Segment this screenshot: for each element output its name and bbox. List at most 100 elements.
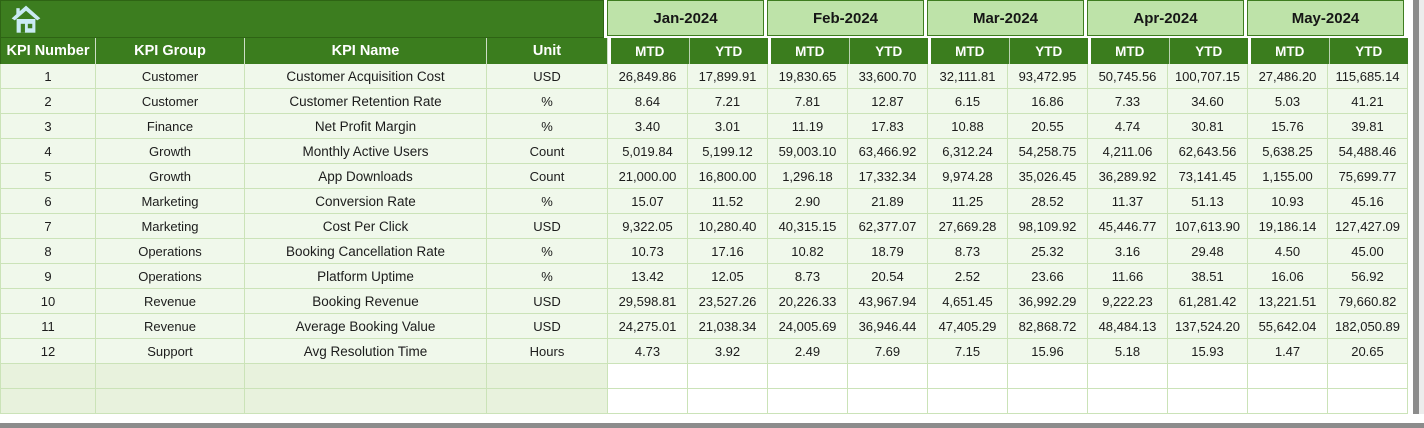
kpi-name-cell[interactable]: Booking Cancellation Rate	[245, 239, 487, 264]
empty-cell[interactable]	[1008, 389, 1088, 414]
value-cell-apr-mtd[interactable]: 5.18	[1088, 339, 1168, 364]
empty-cell[interactable]	[245, 389, 487, 414]
kpi-group-cell[interactable]: Customer	[96, 89, 245, 114]
value-cell-apr-ytd[interactable]: 61,281.42	[1168, 289, 1248, 314]
value-cell-may-ytd[interactable]: 75,699.77	[1328, 164, 1408, 189]
home-icon[interactable]	[9, 3, 43, 35]
value-cell-feb-mtd[interactable]: 59,003.10	[768, 139, 848, 164]
kpi-name-cell[interactable]: Cost Per Click	[245, 214, 487, 239]
empty-cell[interactable]	[1168, 364, 1248, 389]
value-cell-feb-ytd[interactable]: 36,946.44	[848, 314, 928, 339]
value-cell-jan-ytd[interactable]: 3.92	[688, 339, 768, 364]
kpi-group-cell[interactable]: Marketing	[96, 214, 245, 239]
value-cell-jan-ytd[interactable]: 7.21	[688, 89, 768, 114]
value-cell-apr-mtd[interactable]: 4,211.06	[1088, 139, 1168, 164]
value-cell-mar-mtd[interactable]: 47,405.29	[928, 314, 1008, 339]
value-cell-may-mtd[interactable]: 4.50	[1248, 239, 1328, 264]
kpi-group-cell[interactable]: Finance	[96, 114, 245, 139]
value-cell-feb-mtd[interactable]: 40,315.15	[768, 214, 848, 239]
subheader-may-2024-mtd[interactable]: MTD	[1251, 38, 1330, 64]
kpi-number-cell[interactable]: 7	[0, 214, 96, 239]
empty-cell[interactable]	[0, 364, 96, 389]
value-cell-may-ytd[interactable]: 41.21	[1328, 89, 1408, 114]
value-cell-feb-ytd[interactable]: 33,600.70	[848, 64, 928, 89]
kpi-group-cell[interactable]: Customer	[96, 64, 245, 89]
empty-cell[interactable]	[1328, 389, 1408, 414]
empty-cell[interactable]	[1088, 364, 1168, 389]
value-cell-feb-ytd[interactable]: 17.83	[848, 114, 928, 139]
value-cell-mar-mtd[interactable]: 7.15	[928, 339, 1008, 364]
value-cell-may-mtd[interactable]: 19,186.14	[1248, 214, 1328, 239]
value-cell-mar-mtd[interactable]: 10.88	[928, 114, 1008, 139]
subheader-feb-2024-mtd[interactable]: MTD	[771, 38, 850, 64]
value-cell-mar-ytd[interactable]: 20.55	[1008, 114, 1088, 139]
kpi-group-cell[interactable]: Revenue	[96, 314, 245, 339]
column-header-unit[interactable]: Unit	[487, 38, 608, 64]
value-cell-apr-mtd[interactable]: 48,484.13	[1088, 314, 1168, 339]
value-cell-jan-mtd[interactable]: 4.73	[608, 339, 688, 364]
value-cell-jan-ytd[interactable]: 16,800.00	[688, 164, 768, 189]
value-cell-mar-mtd[interactable]: 6,312.24	[928, 139, 1008, 164]
value-cell-mar-mtd[interactable]: 4,651.45	[928, 289, 1008, 314]
value-cell-apr-mtd[interactable]: 9,222.23	[1088, 289, 1168, 314]
value-cell-may-mtd[interactable]: 5.03	[1248, 89, 1328, 114]
value-cell-jan-mtd[interactable]: 29,598.81	[608, 289, 688, 314]
kpi-group-cell[interactable]: Marketing	[96, 189, 245, 214]
value-cell-feb-mtd[interactable]: 11.19	[768, 114, 848, 139]
empty-cell[interactable]	[688, 364, 768, 389]
empty-cell[interactable]	[608, 364, 688, 389]
subheader-apr-2024-ytd[interactable]: YTD	[1195, 43, 1223, 59]
value-cell-jan-mtd[interactable]: 26,849.86	[608, 64, 688, 89]
value-cell-feb-mtd[interactable]: 2.49	[768, 339, 848, 364]
value-cell-may-mtd[interactable]: 55,642.04	[1248, 314, 1328, 339]
subheader-jan-2024-mtd[interactable]: MTD	[611, 38, 690, 64]
unit-cell[interactable]: %	[487, 239, 608, 264]
value-cell-jan-ytd[interactable]: 10,280.40	[688, 214, 768, 239]
empty-cell[interactable]	[1088, 389, 1168, 414]
value-cell-feb-ytd[interactable]: 62,377.07	[848, 214, 928, 239]
empty-cell[interactable]	[96, 389, 245, 414]
empty-cell[interactable]	[1008, 364, 1088, 389]
value-cell-feb-ytd[interactable]: 21.89	[848, 189, 928, 214]
empty-cell[interactable]	[1168, 389, 1248, 414]
value-cell-apr-ytd[interactable]: 29.48	[1168, 239, 1248, 264]
value-cell-may-mtd[interactable]: 5,638.25	[1248, 139, 1328, 164]
kpi-group-cell[interactable]: Growth	[96, 164, 245, 189]
value-cell-jan-mtd[interactable]: 13.42	[608, 264, 688, 289]
month-header-feb-2024[interactable]: Feb-2024	[767, 0, 924, 36]
value-cell-feb-mtd[interactable]: 10.82	[768, 239, 848, 264]
vertical-scrollbar[interactable]	[1413, 0, 1419, 423]
value-cell-feb-mtd[interactable]: 19,830.65	[768, 64, 848, 89]
value-cell-apr-mtd[interactable]: 7.33	[1088, 89, 1168, 114]
value-cell-apr-mtd[interactable]: 3.16	[1088, 239, 1168, 264]
unit-cell[interactable]: %	[487, 189, 608, 214]
value-cell-jan-mtd[interactable]: 21,000.00	[608, 164, 688, 189]
value-cell-apr-ytd[interactable]: 100,707.15	[1168, 64, 1248, 89]
subheader-feb-2024-ytd[interactable]: YTD	[875, 43, 903, 59]
value-cell-apr-mtd[interactable]: 11.37	[1088, 189, 1168, 214]
value-cell-jan-mtd[interactable]: 10.73	[608, 239, 688, 264]
value-cell-mar-ytd[interactable]: 93,472.95	[1008, 64, 1088, 89]
value-cell-may-ytd[interactable]: 20.65	[1328, 339, 1408, 364]
subheader-may-2024-ytd[interactable]: YTD	[1355, 43, 1383, 59]
unit-cell[interactable]: USD	[487, 214, 608, 239]
empty-cell[interactable]	[245, 364, 487, 389]
kpi-group-cell[interactable]: Operations	[96, 239, 245, 264]
value-cell-mar-mtd[interactable]: 8.73	[928, 239, 1008, 264]
value-cell-mar-ytd[interactable]: 54,258.75	[1008, 139, 1088, 164]
value-cell-apr-mtd[interactable]: 50,745.56	[1088, 64, 1168, 89]
value-cell-apr-mtd[interactable]: 45,446.77	[1088, 214, 1168, 239]
value-cell-apr-ytd[interactable]: 34.60	[1168, 89, 1248, 114]
value-cell-jan-mtd[interactable]: 15.07	[608, 189, 688, 214]
value-cell-mar-mtd[interactable]: 9,974.28	[928, 164, 1008, 189]
kpi-number-cell[interactable]: 3	[0, 114, 96, 139]
value-cell-feb-ytd[interactable]: 18.79	[848, 239, 928, 264]
value-cell-may-ytd[interactable]: 182,050.89	[1328, 314, 1408, 339]
column-header-kpi-name[interactable]: KPI Name	[245, 38, 487, 64]
kpi-number-cell[interactable]: 4	[0, 139, 96, 164]
kpi-name-cell[interactable]: Net Profit Margin	[245, 114, 487, 139]
value-cell-may-mtd[interactable]: 13,221.51	[1248, 289, 1328, 314]
value-cell-may-mtd[interactable]: 1.47	[1248, 339, 1328, 364]
value-cell-apr-mtd[interactable]: 11.66	[1088, 264, 1168, 289]
value-cell-may-ytd[interactable]: 56.92	[1328, 264, 1408, 289]
